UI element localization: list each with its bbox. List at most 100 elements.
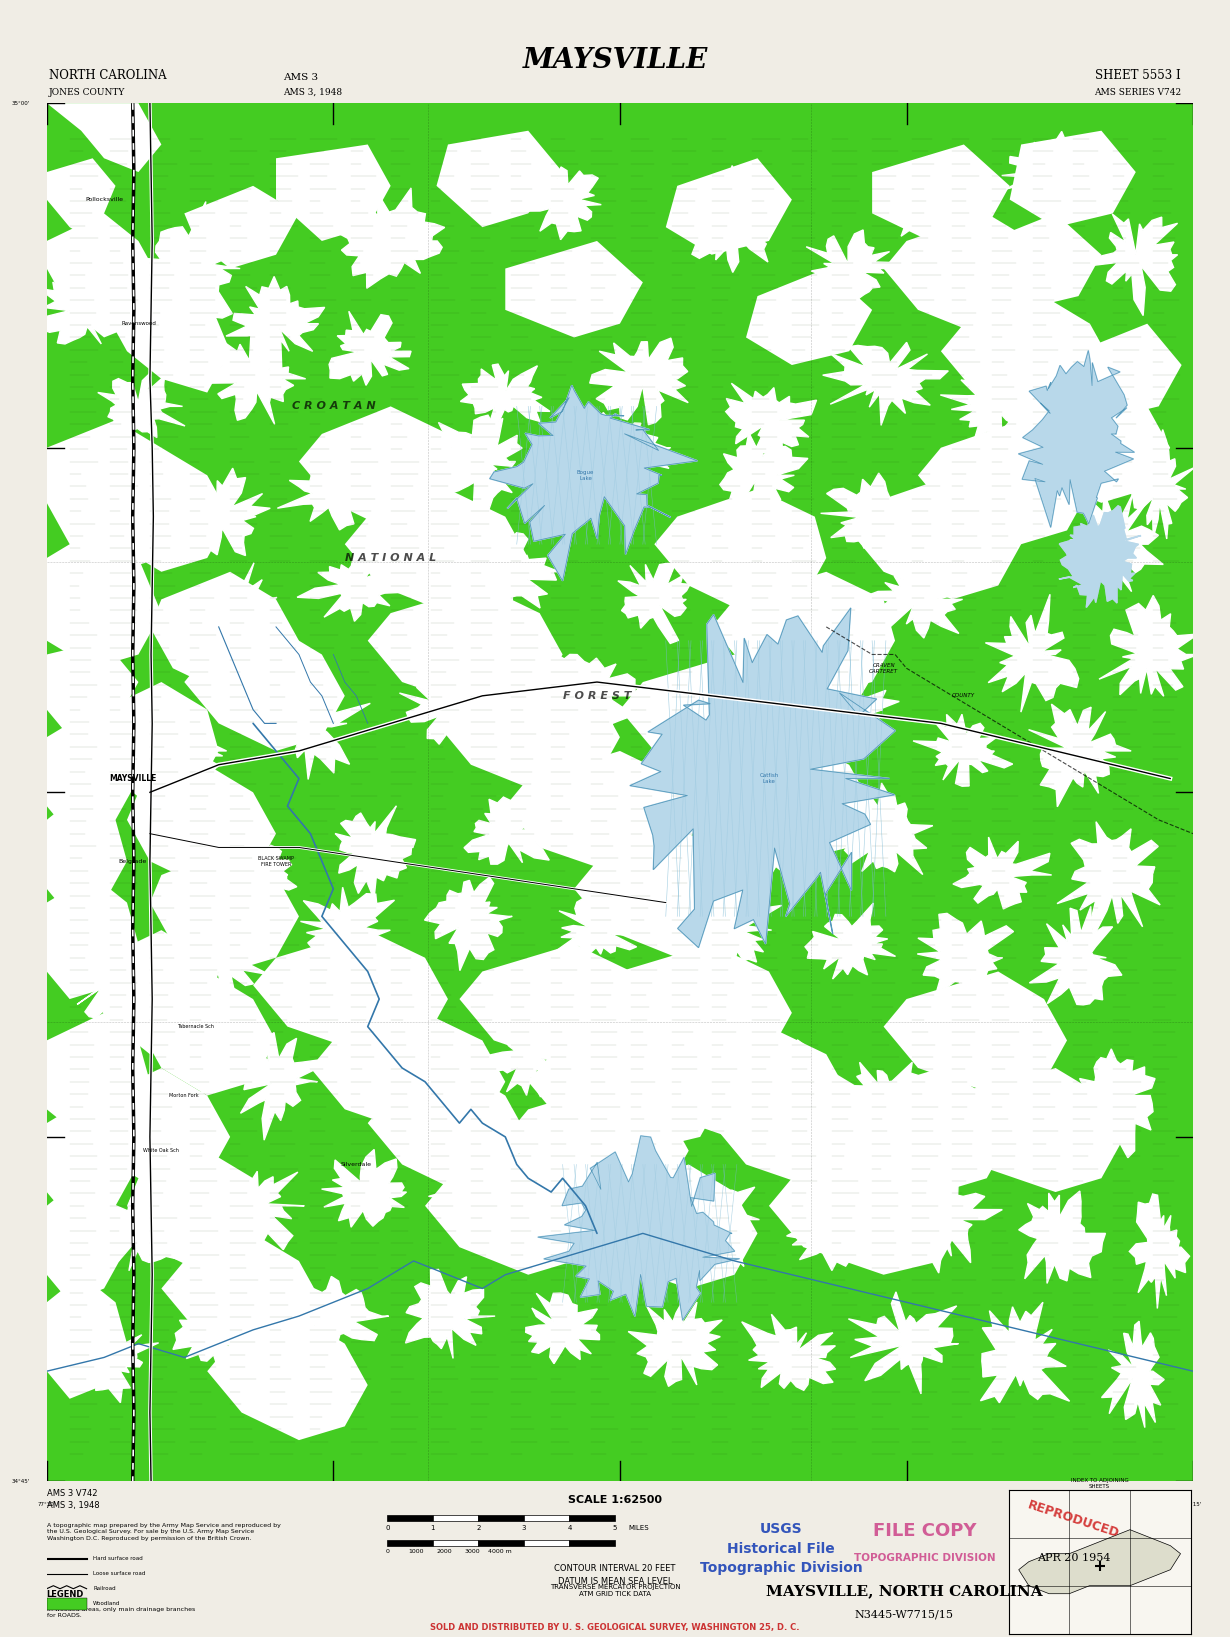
Polygon shape [1054,399,1139,496]
Polygon shape [47,1179,127,1303]
Polygon shape [975,213,1101,309]
Polygon shape [276,144,391,241]
Polygon shape [406,1269,496,1359]
Polygon shape [298,552,408,622]
Polygon shape [951,434,1046,537]
Polygon shape [277,457,380,530]
Polygon shape [234,1033,320,1139]
Polygon shape [310,1013,506,1136]
Polygon shape [1091,214,1177,316]
Polygon shape [47,640,139,737]
Polygon shape [150,848,299,971]
Polygon shape [827,1067,1010,1192]
Title: INDEX TO ADJOINING
SHEETS: INDEX TO ADJOINING SHEETS [1071,1478,1128,1488]
Polygon shape [1018,1529,1181,1594]
Polygon shape [507,167,601,239]
Polygon shape [574,833,758,958]
Polygon shape [597,778,689,868]
Polygon shape [1028,704,1132,807]
Text: SHEET 5553 I: SHEET 5553 I [1095,69,1181,82]
Text: 1: 1 [430,1526,435,1531]
Polygon shape [686,165,776,272]
Text: NORTH CAROLINA: NORTH CAROLINA [49,69,167,82]
Polygon shape [849,475,1021,599]
Polygon shape [506,1082,689,1206]
Polygon shape [209,1170,304,1252]
Bar [433,1516,478,1521]
Text: BLACK SWAMP
FIRE TOWER: BLACK SWAMP FIRE TOWER [258,856,294,866]
Polygon shape [630,607,895,948]
Text: 4: 4 [567,1526,572,1531]
Polygon shape [184,187,299,268]
Text: FILE COPY: FILE COPY [873,1522,977,1539]
Polygon shape [1001,131,1091,208]
Polygon shape [145,715,226,792]
Polygon shape [1057,822,1160,936]
Polygon shape [47,876,139,999]
Polygon shape [726,383,817,458]
Polygon shape [460,945,654,1067]
Polygon shape [47,792,127,917]
Bar [387,1539,433,1545]
Bar [433,1539,478,1545]
Text: MAYSVILLE: MAYSVILLE [109,774,156,782]
Polygon shape [490,385,697,581]
Polygon shape [47,709,139,833]
Text: Pollocksville: Pollocksville [85,196,123,201]
Polygon shape [654,489,827,614]
Polygon shape [654,1026,849,1151]
Text: COUNTY: COUNTY [952,694,975,699]
Polygon shape [940,375,1064,440]
Polygon shape [105,930,219,1054]
Polygon shape [335,805,416,899]
Polygon shape [1030,907,1122,1005]
Polygon shape [465,529,560,620]
Polygon shape [1018,1192,1106,1283]
Text: A topographic map prepared by the Army Map Service and reproduced by
the U.S. Ge: A topographic map prepared by the Army M… [47,1522,280,1540]
Polygon shape [105,683,219,805]
Polygon shape [556,894,649,959]
Polygon shape [47,530,161,668]
Polygon shape [918,421,1090,543]
Polygon shape [47,1275,127,1398]
Text: MILES: MILES [629,1526,649,1531]
Polygon shape [63,946,161,1023]
Polygon shape [368,1067,528,1192]
Text: 5: 5 [613,1526,617,1531]
Polygon shape [866,557,963,638]
Polygon shape [787,1198,866,1270]
Polygon shape [747,268,872,365]
Polygon shape [550,1164,642,1247]
Polygon shape [630,607,895,948]
Polygon shape [288,1277,389,1351]
Polygon shape [47,421,184,571]
Polygon shape [173,468,271,555]
Polygon shape [90,1198,183,1270]
Text: 3: 3 [522,1526,526,1531]
Polygon shape [47,159,116,241]
Text: 2000: 2000 [437,1549,451,1555]
Polygon shape [253,679,370,779]
Polygon shape [92,447,230,571]
Polygon shape [506,751,700,876]
Polygon shape [97,373,184,437]
Text: Silverdale: Silverdale [341,1162,371,1167]
Polygon shape [490,385,697,581]
Text: LEGEND: LEGEND [47,1590,84,1598]
Polygon shape [843,782,932,874]
Text: Railroad: Railroad [93,1586,116,1591]
Polygon shape [1059,506,1141,607]
Polygon shape [150,571,299,696]
Polygon shape [178,907,269,1015]
Text: Tabernacle Sch: Tabernacle Sch [177,1025,214,1030]
Polygon shape [589,339,689,424]
Polygon shape [460,363,550,432]
Polygon shape [57,1315,159,1403]
Polygon shape [985,594,1079,712]
Text: APR 20 1954: APR 20 1954 [1037,1554,1111,1563]
Polygon shape [344,489,528,614]
Text: 2: 2 [476,1526,481,1531]
Polygon shape [1018,350,1134,527]
Text: Woodland: Woodland [93,1601,121,1606]
Polygon shape [161,1233,322,1357]
